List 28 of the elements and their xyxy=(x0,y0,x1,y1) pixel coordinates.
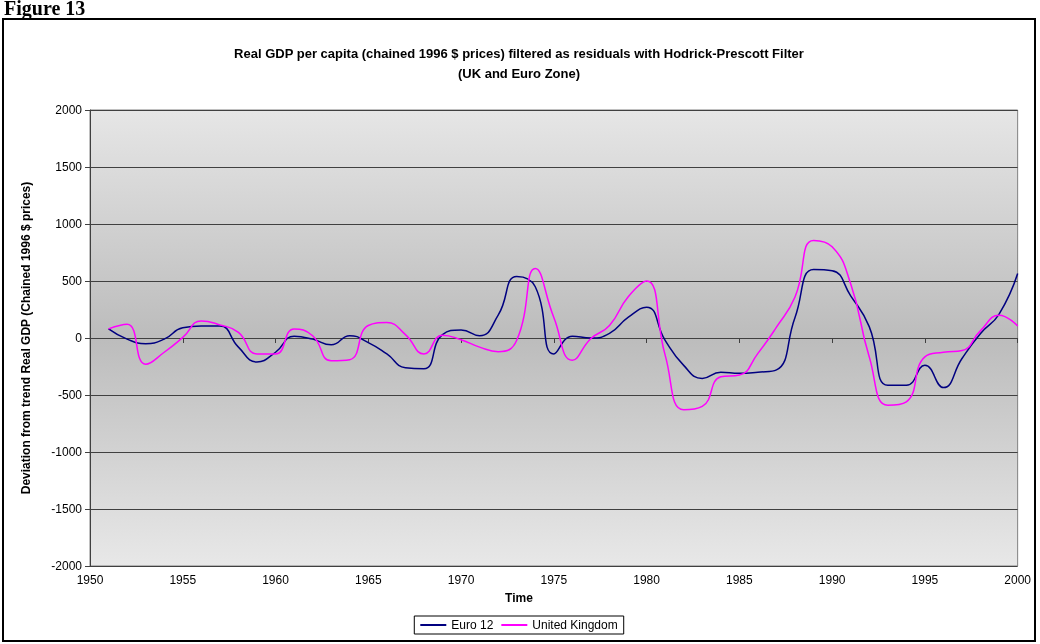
y-tick-label: -1000 xyxy=(51,445,83,459)
y-tick-label: 1500 xyxy=(55,160,83,174)
x-tick-label: 1990 xyxy=(818,573,846,587)
legend-label: Euro 12 xyxy=(451,618,494,632)
x-tick-label: 1960 xyxy=(262,573,290,587)
y-tick-label: 1000 xyxy=(55,217,83,231)
x-tick-label: 2000 xyxy=(1004,573,1032,587)
x-tick-label: 1980 xyxy=(633,573,661,587)
chart-title: Real GDP per capita (chained 1996 $ prices) filtered as residuals with Hodrick-Prescott Filter (UK and Euro Zone) xyxy=(234,45,804,81)
y-tick-label: 0 xyxy=(75,331,83,345)
x-tick-label: 1950 xyxy=(76,573,104,587)
y-tick-label: 500 xyxy=(61,274,83,288)
line-series xyxy=(107,239,1019,411)
y-tick-label: 2000 xyxy=(55,103,83,117)
x-tick-label: 1985 xyxy=(726,573,754,587)
line-series xyxy=(107,268,1019,389)
x-axis-title: Time xyxy=(505,591,534,605)
x-tick-label: 1975 xyxy=(540,573,568,587)
y-axis-title: Deviation from trend Real GDP (Chained 1996 $ prices) xyxy=(19,181,33,495)
caption: Figure 13 xyxy=(4,0,86,19)
x-tick-label: 1970 xyxy=(447,573,475,587)
legend-label: United Kingdom xyxy=(532,618,618,632)
y-tick-label: -500 xyxy=(57,388,83,402)
y-tick-label: -2000 xyxy=(51,559,83,573)
y-tick-label: -1500 xyxy=(51,502,83,516)
x-tick-label: 1965 xyxy=(354,573,382,587)
x-tick-label: 1995 xyxy=(911,573,939,587)
x-tick-label: 1955 xyxy=(169,573,197,587)
